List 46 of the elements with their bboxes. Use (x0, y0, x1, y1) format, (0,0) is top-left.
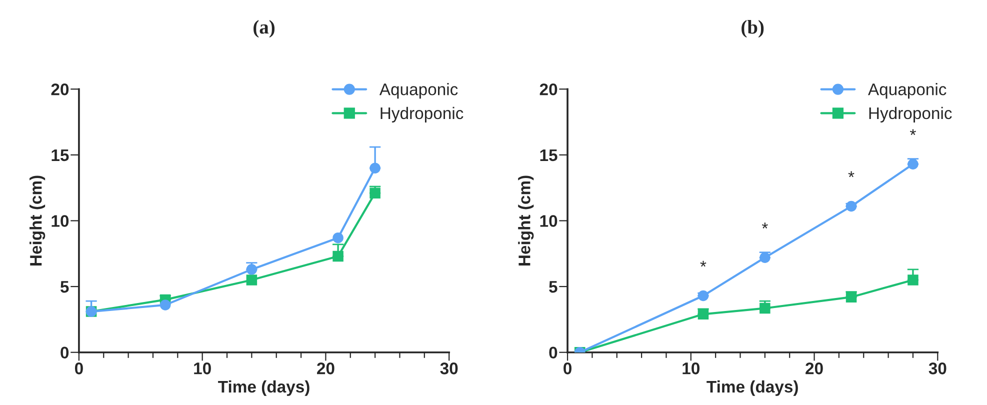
annotation: * (848, 171, 854, 178)
y-tick-label: 10 (52, 215, 69, 227)
point (332, 232, 344, 244)
point (846, 200, 857, 212)
x-tick-label: 0 (74, 362, 83, 374)
y-tick-label: 15 (52, 149, 69, 162)
legend-label: Hydroponic (869, 106, 952, 122)
point (908, 274, 918, 286)
point (160, 300, 171, 310)
chart-title: (a) (254, 20, 275, 38)
point (246, 264, 258, 275)
x-tick-label: 20 (317, 362, 334, 374)
point (846, 292, 857, 302)
point (246, 274, 258, 286)
point (908, 158, 918, 170)
chart-title: (b) (742, 20, 764, 38)
annotation: * (700, 260, 706, 267)
y-tick-label: 20 (51, 84, 69, 96)
point (760, 302, 770, 314)
point (760, 252, 770, 263)
x-tick-label: 0 (564, 362, 572, 374)
x-tick-label: 10 (682, 362, 700, 374)
y-tick-label: 10 (540, 215, 558, 227)
x-tick-label: 30 (928, 362, 946, 374)
annotation: * (762, 222, 768, 228)
point (370, 162, 380, 174)
x-tick-label: 20 (806, 362, 823, 374)
y-tick-label: 0 (549, 346, 558, 359)
y-tick-label: 15 (540, 149, 558, 162)
x-tick-label: 30 (440, 362, 458, 374)
y-axis-title: Height (cm) (518, 176, 534, 266)
x-axis-title: Time (days) (706, 380, 798, 396)
point (698, 308, 709, 320)
y-tick-label: 0 (60, 346, 69, 359)
x-axis-title: Time (days) (218, 380, 310, 396)
y-tick-label: 20 (540, 84, 558, 96)
legend-label: Hydroponic (380, 106, 464, 122)
y-tick-label: 5 (549, 281, 558, 293)
x-tick-label: 10 (194, 362, 211, 374)
y-tick-label: 5 (60, 281, 69, 293)
y-axis-title: Height (cm) (30, 176, 46, 266)
annotation: * (910, 129, 916, 136)
point (332, 250, 344, 262)
legend-label: Aquaponic (379, 83, 458, 99)
legend-label: Aquaponic (868, 83, 946, 99)
point (698, 290, 709, 302)
